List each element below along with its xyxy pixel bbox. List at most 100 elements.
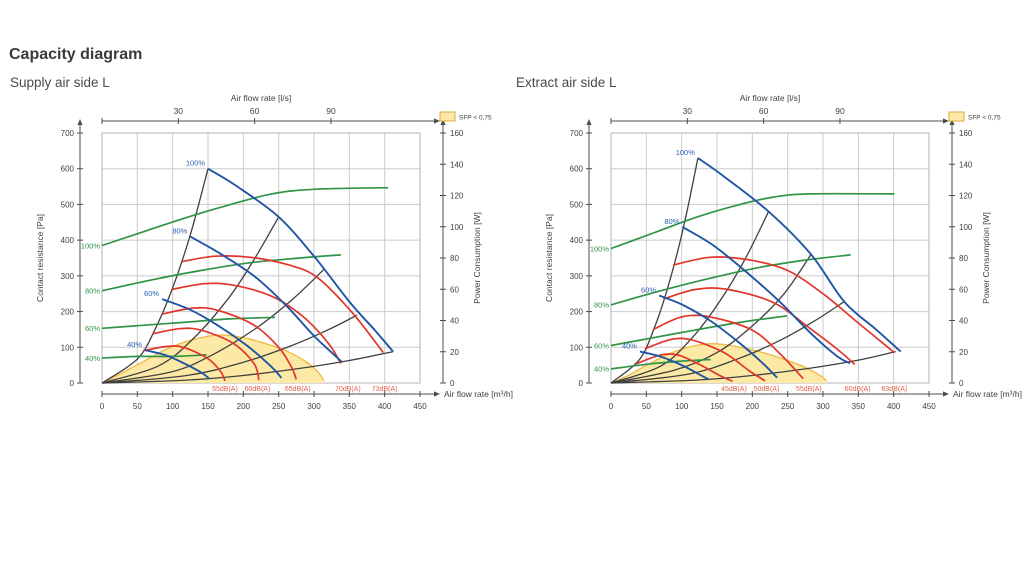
extract-chart-subtitle: Extract air side L [516,75,617,90]
extract-power-curves: 100% 80% 60% 40% [590,192,895,374]
supply-noise-label-55dB(A): 55dB(A) [212,386,238,393]
supply-left-tick-500: 500 [61,200,75,209]
extract-power-label-80%: 80% [594,301,609,310]
extract-bottom-tick-300: 300 [816,402,830,411]
supply-fan-curves: 100% 80% 60% 40% [127,159,394,380]
supply-top-tick-90: 90 [326,106,336,116]
extract-bottom-axis-title: Air flow rate [m³/h] [953,389,1022,399]
supply-right-tick-60: 60 [450,285,459,294]
extract-noise-curves: 45dB(A) 50dB(A) 55dB(A) 60dB(A) 63dB(A) [636,256,908,393]
supply-capacity-chart: 100% 80% 60% 40% 55dB(A) 60dB(A) 65dB(A) 70dB(A… [35,93,513,411]
supply-left-tick-300: 300 [61,272,75,281]
supply-bottom-tick-150: 150 [201,402,215,411]
supply-right-tick-0: 0 [450,379,455,388]
supply-top-tick-30: 30 [174,106,184,116]
extract-fan-label-80%: 80% [664,217,679,226]
supply-top-axis-title: Air flow rate [l/s] [231,93,291,103]
extract-power-label-100%: 100% [590,244,610,253]
extract-right-tick-80: 80 [959,254,968,263]
supply-bottom-tick-350: 350 [343,402,357,411]
supply-right-tick-120: 120 [450,192,464,201]
extract-fan-label-100%: 100% [676,148,696,157]
supply-right-tick-100: 100 [450,223,464,232]
extract-top-tick-60: 60 [759,106,769,116]
extract-bottom-tick-250: 250 [781,402,795,411]
supply-left-tick-700: 700 [61,129,75,138]
supply-left-axis-title: Contact resistance [Pa] [35,214,45,302]
extract-right-tick-160: 160 [959,129,973,138]
supply-top-tick-60: 60 [250,106,260,116]
extract-capacity-chart: 100% 80% 60% 40% 45dB(A) 50dB(A) 55dB(A) 60dB(A… [544,93,1022,411]
extract-legend-swatch [948,111,965,122]
extract-grid [611,133,929,383]
extract-bottom-tick-350: 350 [852,402,866,411]
supply-right-tick-140: 140 [450,160,464,169]
extract-noise-label-55dB(A): 55dB(A) [796,386,822,393]
extract-right-tick-0: 0 [959,379,964,388]
extract-top-axis-title: Air flow rate [l/s] [740,93,800,103]
supply-legend: SFP < 0,75 [439,111,492,122]
supply-legend-swatch [439,111,456,122]
supply-noise-label-65dB(A): 65dB(A) [285,386,311,393]
supply-right-tick-80: 80 [450,254,459,263]
extract-left-tick-400: 400 [570,236,584,245]
supply-power-label-80%: 80% [85,287,100,296]
extract-right-axis-title: Power Consumption [W] [981,212,991,304]
extract-noise-label-50dB(A): 50dB(A) [754,386,780,393]
extract-left-tick-600: 600 [570,165,584,174]
extract-system-curves [610,157,896,384]
extract-left-tick-300: 300 [570,272,584,281]
supply-left-tick-600: 600 [61,165,75,174]
supply-right-tick-160: 160 [450,129,464,138]
supply-power-label-100%: 100% [81,241,101,250]
page-title: Capacity diagram [9,46,143,63]
extract-right-tick-60: 60 [959,285,968,294]
supply-bottom-tick-100: 100 [166,402,180,411]
extract-bottom-tick-50: 50 [642,402,651,411]
supply-power-label-40%: 40% [85,354,100,363]
supply-bottom-tick-400: 400 [378,402,392,411]
extract-bottom-tick-100: 100 [675,402,689,411]
supply-chart-subtitle: Supply air side L [10,75,110,90]
extract-bottom-tick-0: 0 [609,402,614,411]
extract-legend: SFP < 0,75 [948,111,1001,122]
supply-fan-label-40%: 40% [127,340,142,349]
supply-noise-curves: 55dB(A) 60dB(A) 65dB(A) 70dB(A) 73dB(A) [142,254,398,393]
supply-fan-label-60%: 60% [144,289,159,298]
extract-noise-label-45dB(A): 45dB(A) [721,386,747,393]
supply-sfp-region [103,334,325,383]
extract-right-tick-140: 140 [959,160,973,169]
supply-bottom-tick-250: 250 [272,402,286,411]
supply-bottom-tick-50: 50 [133,402,142,411]
supply-right-axis-title: Power Consumption [W] [472,212,482,304]
supply-left-tick-0: 0 [70,379,75,388]
supply-fan-label-100%: 100% [186,159,206,168]
extract-right-tick-40: 40 [959,317,968,326]
extract-left-tick-700: 700 [570,129,584,138]
supply-noise-label-60dB(A): 60dB(A) [245,386,271,393]
extract-bottom-tick-200: 200 [746,402,760,411]
extract-noise-label-63dB(A): 63dB(A) [882,386,908,393]
supply-fan-label-80%: 80% [172,227,187,236]
extract-left-tick-0: 0 [579,379,584,388]
supply-system-curves [101,168,394,384]
supply-power-label-60%: 60% [85,324,100,333]
supply-bottom-tick-300: 300 [307,402,321,411]
supply-right-tick-40: 40 [450,317,459,326]
supply-bottom-tick-450: 450 [413,402,427,411]
extract-top-tick-90: 90 [835,106,845,116]
supply-bottom-tick-200: 200 [237,402,251,411]
extract-right-tick-100: 100 [959,223,973,232]
supply-legend-label: SFP < 0,75 [459,115,492,122]
extract-bottom-tick-400: 400 [887,402,901,411]
extract-right-tick-20: 20 [959,348,968,357]
extract-fan-label-60%: 60% [641,286,656,295]
supply-left-tick-200: 200 [61,308,75,317]
extract-bottom-tick-150: 150 [710,402,724,411]
supply-left-tick-100: 100 [61,343,75,352]
supply-bottom-axis-title: Air flow rate [m³/h] [444,389,513,399]
extract-fan-label-40%: 40% [622,342,637,351]
supply-left-tick-400: 400 [61,236,75,245]
